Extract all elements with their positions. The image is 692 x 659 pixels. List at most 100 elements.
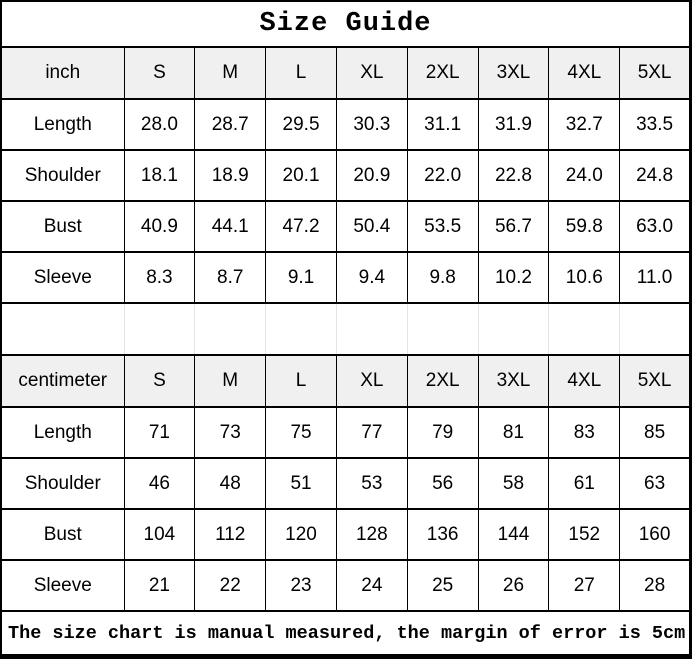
size-value: 20.1 (265, 149, 337, 202)
size-value: 58 (477, 457, 550, 510)
size-value: 32.7 (548, 98, 621, 151)
size-value: 81 (477, 406, 550, 459)
spacer-cell (619, 302, 691, 356)
size-value: 73 (194, 406, 267, 459)
spacer-cell (265, 302, 337, 356)
size-value: 56 (406, 457, 479, 510)
size-col-header: 2XL (406, 354, 479, 408)
size-value: 47.2 (265, 200, 337, 253)
size-col-header: 5XL (619, 46, 691, 100)
size-value: 77 (335, 406, 408, 459)
size-col-header: 4XL (548, 46, 621, 100)
size-value: 27 (548, 559, 621, 612)
size-value: 8.7 (194, 251, 267, 304)
size-value: 152 (548, 508, 621, 561)
table-row: Shoulder 18.1 18.9 20.1 20.9 22.0 22.8 2… (0, 149, 691, 202)
size-col-header: M (194, 354, 267, 408)
measure-label: Length (0, 406, 125, 459)
size-col-header: L (265, 46, 337, 100)
spacer-cell (406, 302, 479, 356)
size-value: 59.8 (548, 200, 621, 253)
size-value: 120 (265, 508, 337, 561)
measure-label: Shoulder (0, 149, 125, 202)
spacer-cell (335, 302, 408, 356)
spacer-cell (0, 302, 125, 356)
measure-label: Shoulder (0, 457, 125, 510)
size-value: 31.1 (406, 98, 479, 151)
table-row: Length 71 73 75 77 79 81 83 85 (0, 406, 691, 459)
size-value: 9.8 (406, 251, 479, 304)
size-value: 9.1 (265, 251, 337, 304)
size-col-header: 5XL (619, 354, 691, 408)
size-value: 75 (265, 406, 337, 459)
size-value: 28.7 (194, 98, 267, 151)
spacer-row (0, 302, 691, 356)
size-value: 136 (406, 508, 479, 561)
table-row: Bust 104 112 120 128 136 144 152 160 (0, 508, 691, 561)
size-value: 112 (194, 508, 267, 561)
spacer-cell (123, 302, 196, 356)
size-value: 26 (477, 559, 550, 612)
unit-label-inch: inch (0, 46, 125, 100)
size-value: 31.9 (477, 98, 550, 151)
size-col-header: 2XL (406, 46, 479, 100)
size-value: 20.9 (335, 149, 408, 202)
spacer-cell (477, 302, 550, 356)
size-value: 144 (477, 508, 550, 561)
size-col-header: XL (335, 354, 408, 408)
size-value: 71 (123, 406, 196, 459)
size-col-header: 3XL (477, 354, 550, 408)
size-value: 53.5 (406, 200, 479, 253)
size-value: 56.7 (477, 200, 550, 253)
measure-label: Sleeve (0, 559, 125, 612)
size-value: 29.5 (265, 98, 337, 151)
size-value: 63 (619, 457, 691, 510)
size-value: 10.6 (548, 251, 621, 304)
size-value: 11.0 (619, 251, 691, 304)
size-value: 28.0 (123, 98, 196, 151)
size-value: 85 (619, 406, 691, 459)
size-value: 51 (265, 457, 337, 510)
size-value: 50.4 (335, 200, 408, 253)
centimeter-header-row: centimeter S M L XL 2XL 3XL 4XL 5XL (0, 354, 691, 408)
size-value: 79 (406, 406, 479, 459)
size-value: 24.8 (619, 149, 691, 202)
table-row: Shoulder 46 48 51 53 56 58 61 63 (0, 457, 691, 510)
page-title: Size Guide (0, 0, 691, 48)
size-col-header: XL (335, 46, 408, 100)
size-value: 18.1 (123, 149, 196, 202)
size-value: 40.9 (123, 200, 196, 253)
measure-label: Bust (0, 508, 125, 561)
size-value: 53 (335, 457, 408, 510)
size-value: 30.3 (335, 98, 408, 151)
table-row: Sleeve 21 22 23 24 25 26 27 28 (0, 559, 691, 612)
size-value: 61 (548, 457, 621, 510)
size-value: 24 (335, 559, 408, 612)
size-value: 8.3 (123, 251, 196, 304)
measure-label: Bust (0, 200, 125, 253)
size-value: 28 (619, 559, 691, 612)
size-value: 48 (194, 457, 267, 510)
measure-label: Length (0, 98, 125, 151)
size-value: 25 (406, 559, 479, 612)
size-value: 23 (265, 559, 337, 612)
size-value: 46 (123, 457, 196, 510)
spacer-cell (194, 302, 267, 356)
inch-header-row: inch S M L XL 2XL 3XL 4XL 5XL (0, 46, 691, 100)
size-col-header: 4XL (548, 354, 621, 408)
unit-label-centimeter: centimeter (0, 354, 125, 408)
size-value: 22 (194, 559, 267, 612)
spacer-cell (548, 302, 621, 356)
size-value: 24.0 (548, 149, 621, 202)
measure-label: Sleeve (0, 251, 125, 304)
size-value: 63.0 (619, 200, 691, 253)
size-value: 21 (123, 559, 196, 612)
footer-note: The size chart is manual measured, the m… (0, 610, 691, 658)
table-row: Sleeve 8.3 8.7 9.1 9.4 9.8 10.2 10.6 11.… (0, 251, 691, 304)
size-col-header: L (265, 354, 337, 408)
size-col-header: 3XL (477, 46, 550, 100)
table-row: The size chart is manual measured, the m… (0, 610, 691, 658)
size-value: 22.0 (406, 149, 479, 202)
size-value: 33.5 (619, 98, 691, 151)
